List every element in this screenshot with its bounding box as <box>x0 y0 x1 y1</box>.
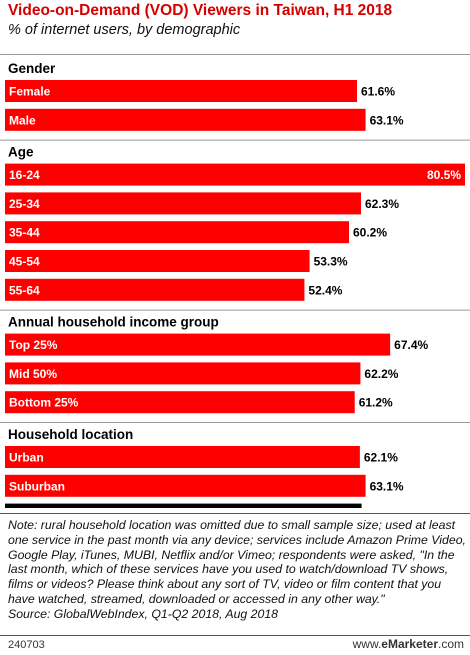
bar-value-label: 67.4% <box>394 338 428 352</box>
bar <box>5 391 355 414</box>
bar <box>5 333 391 356</box>
bar-category-label: Female <box>9 85 51 99</box>
bar <box>5 474 366 497</box>
bar-value-label: 80.5% <box>427 168 461 182</box>
bar-value-label: 62.2% <box>364 367 398 381</box>
bar <box>5 80 357 102</box>
bottom-divider <box>0 635 470 636</box>
chart-title: Video-on-Demand (VOD) Viewers in Taiwan,… <box>8 2 393 19</box>
bar <box>5 163 465 186</box>
bar-value-label: 62.3% <box>365 197 399 211</box>
bar <box>5 278 305 301</box>
chart-subtitle: % of internet users, by demographic <box>8 22 241 38</box>
group-label: Annual household income group <box>8 315 219 330</box>
bar-category-label: Urban <box>9 451 44 465</box>
brand-logo: www.eMarketer.com <box>353 637 464 651</box>
bar-chart: Gender Female 61.6% Male 63.1% Age 16-24 80.5% 2… <box>0 61 470 508</box>
bar <box>5 221 349 244</box>
bar-category-label: Male <box>9 113 36 127</box>
footer-divider <box>0 513 470 514</box>
total-bar <box>5 503 362 508</box>
bar <box>5 108 366 131</box>
brand-name: eMarketer <box>381 637 438 651</box>
header-divider <box>0 54 470 55</box>
bar-category-label: Suburban <box>9 479 65 493</box>
group-label: Age <box>8 145 34 160</box>
brand-prefix: www. <box>352 637 382 651</box>
bar-category-label: 16-24 <box>9 168 40 182</box>
bar-category-label: 55-64 <box>9 283 40 297</box>
bar-category-label: 25-34 <box>9 197 40 211</box>
bar-value-label: 63.1% <box>370 113 404 127</box>
bar-category-label: 35-44 <box>9 226 40 240</box>
chart-note: Note: rural household location was omitt… <box>8 518 470 622</box>
brand-suffix: .com <box>437 637 464 651</box>
group-label: Gender <box>8 61 56 76</box>
source-text: Source: GlobalWebIndex, Q1-Q2 2018, Aug … <box>8 606 279 621</box>
bar-value-label: 52.4% <box>308 283 342 297</box>
bar-category-label: Bottom 25% <box>9 396 79 410</box>
bar <box>5 250 310 272</box>
bar-value-label: 62.1% <box>364 451 398 465</box>
bar-category-label: 45-54 <box>9 255 40 269</box>
bar-category-label: Mid 50% <box>9 367 57 381</box>
bar <box>5 362 361 385</box>
bar-value-label: 60.2% <box>353 226 387 240</box>
bar-value-label: 61.2% <box>359 396 393 410</box>
bar-value-label: 63.1% <box>370 479 404 493</box>
group-label: Household location <box>8 427 133 442</box>
note-text: Note: rural household location was omitt… <box>8 518 466 606</box>
bar-category-label: Top 25% <box>9 338 58 352</box>
bar <box>5 446 360 468</box>
bar-value-label: 61.6% <box>361 85 395 99</box>
bar <box>5 192 361 215</box>
bar-value-label: 53.3% <box>314 255 348 269</box>
chart-id: 240703 <box>8 639 45 651</box>
